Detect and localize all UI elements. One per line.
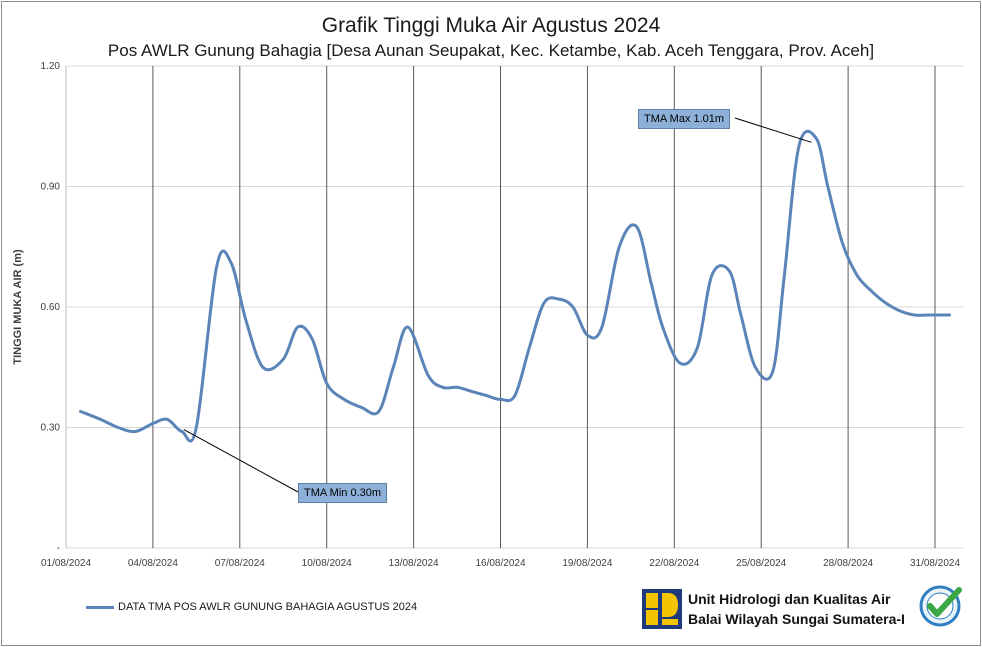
x-tick-layer: 01/08/2024 04/08/2024 07/08/2024 10/08/2024…	[41, 558, 960, 569]
annotation-min-leader	[183, 429, 299, 493]
y-tick-label: -	[57, 543, 60, 554]
x-tick-label: 01/08/2024	[41, 558, 91, 569]
x-tick-label: 13/08/2024	[389, 558, 439, 569]
chart-title: Grafik Tinggi Muka Air Agustus 2024	[321, 14, 661, 37]
grid-layer	[65, 65, 964, 549]
org-line-2: Balai Wilayah Sungai Sumatera-I	[688, 611, 905, 627]
series-line	[79, 129, 951, 443]
y-tick-layer: - 0.30 0.60 0.90 1.20	[41, 61, 61, 554]
pupr-logo	[642, 589, 682, 629]
annotation-max-label: TMA Max 1.01m	[638, 109, 731, 129]
annotation-min-label: TMA Min 0.30m	[298, 483, 388, 503]
y-tick-label: 0.30	[41, 423, 61, 434]
org-line-1: Unit Hidrologi dan Kualitas Air	[688, 591, 891, 607]
annotation-leader-layer	[183, 117, 812, 493]
x-tick-label: 19/08/2024	[562, 558, 612, 569]
legend-swatch	[86, 605, 114, 609]
x-tick-label: 04/08/2024	[128, 558, 178, 569]
y-tick-label: 1.20	[41, 61, 61, 72]
chart-subtitle: Pos AWLR Gunung Bahagia [Desa Aunan Seup…	[107, 41, 875, 60]
x-tick-label: 16/08/2024	[475, 558, 525, 569]
x-tick-label: 10/08/2024	[302, 558, 352, 569]
legend-label: DATA TMA POS AWLR GUNUNG BAHAGIA AGUSTUS…	[118, 601, 418, 613]
x-tick-label: 28/08/2024	[823, 558, 873, 569]
legend: DATA TMA POS AWLR GUNUNG BAHAGIA AGUSTUS…	[86, 601, 417, 613]
certified-badge-icon	[919, 585, 962, 627]
y-tick-label: 0.60	[41, 302, 61, 313]
x-tick-label: 22/08/2024	[649, 558, 699, 569]
x-tick-label: 25/08/2024	[736, 558, 786, 569]
annotation-max-leader	[734, 117, 812, 143]
organization-name: Unit Hidrologi dan Kualitas Air Balai Wi…	[688, 589, 905, 629]
series-layer	[79, 129, 951, 443]
x-tick-label: 31/08/2024	[910, 558, 960, 569]
x-tick-label: 07/08/2024	[215, 558, 265, 569]
y-tick-label: 0.90	[41, 182, 61, 193]
